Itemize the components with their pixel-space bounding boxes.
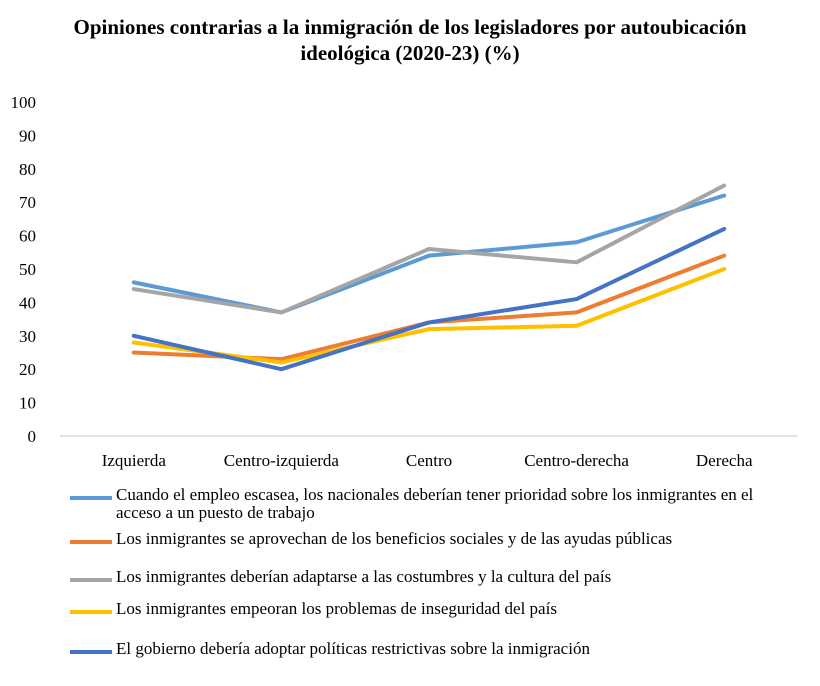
legend-item: Los inmigrantes deberían adaptarse a las… bbox=[70, 568, 796, 586]
y-tick-label: 40 bbox=[19, 293, 36, 312]
y-tick-label: 10 bbox=[19, 394, 36, 413]
x-tick-label: Centro bbox=[406, 451, 452, 470]
y-axis: 0 10 20 30 40 50 60 70 80 90 100 bbox=[11, 93, 37, 446]
legend-item: El gobierno debería adoptar políticas re… bbox=[70, 640, 796, 658]
y-tick-label: 20 bbox=[19, 360, 36, 379]
legend-swatch bbox=[70, 540, 112, 544]
x-tick-label: Centro-derecha bbox=[524, 451, 629, 470]
legend-label: Los inmigrantes empeoran los problemas d… bbox=[116, 599, 557, 618]
legend-swatch bbox=[70, 496, 112, 500]
legend-swatch bbox=[70, 610, 112, 614]
chart-title: Opiniones contrarias a la inmigración de… bbox=[73, 15, 747, 65]
x-axis: Izquierda Centro-izquierda Centro Centro-de… bbox=[102, 451, 753, 470]
y-tick-label: 50 bbox=[19, 260, 36, 279]
series-line-3 bbox=[131, 183, 727, 315]
plot-area bbox=[131, 183, 727, 372]
series-line-4 bbox=[131, 267, 727, 365]
y-tick-label: 90 bbox=[19, 126, 36, 145]
y-tick-label: 80 bbox=[19, 160, 36, 179]
legend-label: Cuando el empleo escasea, los nacionales… bbox=[116, 485, 754, 522]
series-line-1 bbox=[131, 193, 727, 315]
y-tick-label: 70 bbox=[19, 193, 36, 212]
y-tick-label: 60 bbox=[19, 227, 36, 246]
legend-swatch bbox=[70, 578, 112, 582]
legend-label: Los inmigrantes se aprovechan de los ben… bbox=[116, 529, 673, 548]
y-tick-label: 30 bbox=[19, 327, 36, 346]
y-tick-label: 0 bbox=[28, 427, 37, 446]
x-tick-label: Derecha bbox=[696, 451, 753, 470]
x-tick-label: Centro-izquierda bbox=[224, 451, 340, 470]
legend-swatch bbox=[70, 650, 112, 654]
legend-item: Los inmigrantes empeoran los problemas d… bbox=[70, 600, 796, 618]
legend-label: Los inmigrantes deberían adaptarse a las… bbox=[116, 567, 612, 586]
series-line-5 bbox=[131, 226, 727, 372]
legend-item: Los inmigrantes se aprovechan de los ben… bbox=[70, 530, 796, 548]
x-tick-label: Izquierda bbox=[102, 451, 167, 470]
legend-label: El gobierno debería adoptar políticas re… bbox=[116, 639, 590, 658]
y-tick-label: 100 bbox=[11, 93, 37, 112]
legend-item: Cuando el empleo escasea, los nacionales… bbox=[70, 486, 796, 522]
